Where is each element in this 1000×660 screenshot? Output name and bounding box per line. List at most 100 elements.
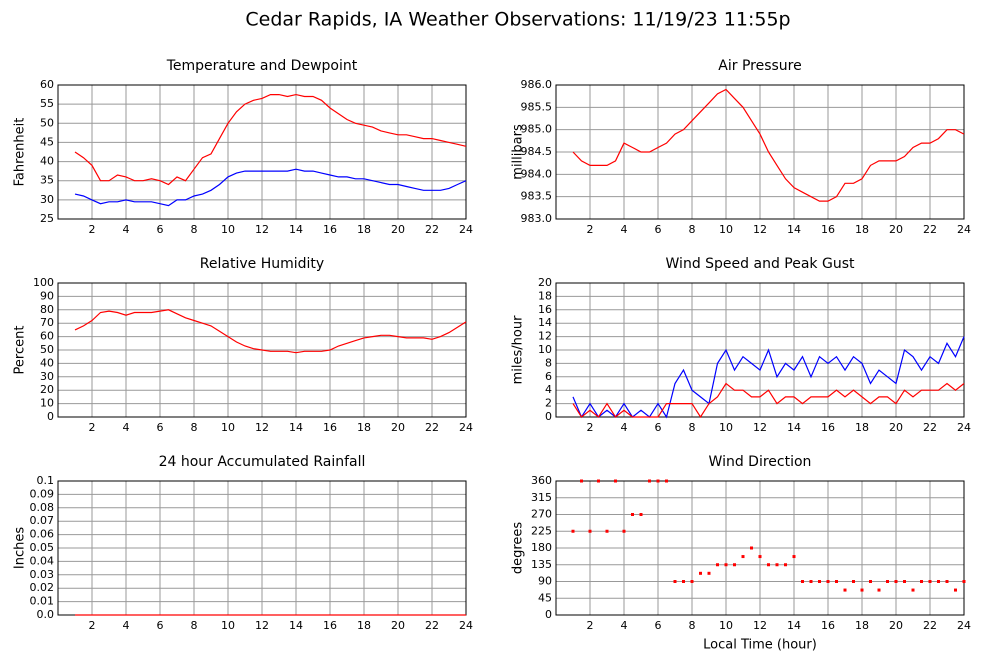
x-axis-label: Local Time (hour) [703, 638, 817, 653]
x-tick-label: 4 [621, 619, 628, 632]
data-point [877, 588, 881, 592]
y-tick-label: 45 [538, 591, 552, 604]
x-tick-label: 12 [255, 421, 269, 434]
y-tick-label: 55 [40, 97, 54, 110]
y-tick-label: 984.5 [521, 145, 553, 158]
plot-frame [57, 84, 467, 220]
data-point [894, 580, 898, 583]
data-point [928, 580, 932, 583]
y-tick-label: 360 [531, 474, 552, 487]
x-tick-label: 14 [289, 619, 303, 632]
y-tick-label: 100 [33, 276, 54, 289]
x-tick-label: 2 [587, 421, 594, 434]
y-tick-label: 135 [531, 558, 552, 571]
data-point [937, 580, 940, 583]
x-tick-label: 20 [889, 421, 903, 434]
x-tick-label: 18 [357, 421, 371, 434]
y-tick-label: 985.5 [521, 100, 553, 113]
data-point [792, 555, 796, 559]
y-tick-label: 225 [531, 524, 552, 537]
x-tick-label: 18 [357, 619, 371, 632]
data-point [826, 580, 830, 583]
y-tick-label: 70 [40, 316, 54, 329]
x-tick-label: 16 [821, 223, 835, 236]
x-tick-label: 8 [191, 421, 198, 434]
x-tick-label: 24 [459, 619, 473, 632]
y-axis-label: Fahrenheit [13, 118, 28, 187]
plot-frame [555, 282, 965, 418]
data-point [631, 513, 634, 516]
data-point [724, 563, 728, 567]
data-point [852, 580, 855, 583]
plot-frame [57, 282, 467, 418]
y-tick-label: 985.0 [521, 123, 553, 136]
x-tick-label: 20 [391, 223, 405, 236]
y-tick-label: 25 [40, 212, 54, 225]
plot-frame [555, 480, 965, 616]
data-point [750, 546, 753, 550]
y-axis-label: miles/hour [511, 315, 526, 384]
x-tick-label: 2 [587, 619, 594, 632]
x-tick-label: 10 [719, 619, 733, 632]
y-tick-label: 10 [538, 343, 552, 356]
y-tick-label: 270 [531, 508, 552, 521]
x-tick-label: 24 [957, 421, 971, 434]
y-tick-label: 0.06 [30, 528, 55, 541]
x-tick-label: 18 [855, 223, 869, 236]
x-tick-label: 6 [655, 619, 662, 632]
x-tick-label: 6 [157, 223, 164, 236]
panel-title: Relative Humidity [200, 256, 324, 272]
y-tick-label: 983.5 [521, 190, 553, 203]
data-point [665, 479, 668, 483]
x-tick-label: 4 [123, 619, 130, 632]
y-tick-label: 35 [40, 174, 54, 187]
x-tick-label: 16 [323, 223, 337, 236]
data-point [920, 580, 923, 583]
panel-title: 24 hour Accumulated Rainfall [159, 454, 366, 470]
data-line [572, 336, 965, 419]
y-tick-label: 0 [47, 410, 54, 423]
x-tick-label: 18 [855, 421, 869, 434]
y-axis-label: degrees [511, 522, 526, 575]
data-point [622, 529, 626, 533]
data-point [580, 479, 583, 483]
x-tick-label: 12 [255, 619, 269, 632]
y-tick-label: 4 [545, 383, 552, 396]
data-point [605, 529, 609, 533]
x-tick-label: 22 [425, 223, 439, 236]
data-point [954, 588, 957, 592]
x-tick-label: 6 [157, 619, 164, 632]
panel-title: Temperature and Dewpoint [166, 58, 358, 74]
panel-title: Wind Speed and Peak Gust [666, 256, 855, 272]
x-tick-label: 14 [787, 421, 801, 434]
x-tick-label: 4 [621, 421, 628, 434]
y-tick-label: 6 [545, 370, 552, 383]
x-tick-label: 20 [889, 619, 903, 632]
x-tick-label: 4 [123, 421, 130, 434]
y-tick-label: 80 [40, 303, 54, 316]
x-tick-label: 14 [787, 619, 801, 632]
y-tick-label: 14 [538, 316, 552, 329]
x-tick-label: 2 [89, 223, 96, 236]
data-point [699, 571, 702, 575]
x-tick-label: 8 [689, 619, 696, 632]
x-tick-label: 8 [689, 421, 696, 434]
y-tick-label: 0.08 [30, 501, 55, 514]
data-point [962, 580, 966, 583]
x-tick-label: 14 [787, 223, 801, 236]
y-tick-label: 315 [531, 491, 552, 504]
y-tick-label: 50 [40, 116, 54, 129]
data-point [801, 580, 804, 583]
y-tick-label: 0.09 [30, 487, 55, 500]
panel-title: Wind Direction [709, 454, 812, 470]
x-tick-label: 16 [821, 421, 835, 434]
data-point [860, 588, 864, 592]
x-tick-label: 8 [191, 619, 198, 632]
data-point [835, 580, 838, 583]
data-point [818, 580, 821, 583]
data-point [639, 513, 643, 516]
y-tick-label: 0.1 [37, 474, 55, 487]
y-axis-label: Percent [13, 326, 28, 375]
y-tick-label: 90 [40, 289, 54, 302]
y-tick-label: 40 [40, 155, 54, 168]
